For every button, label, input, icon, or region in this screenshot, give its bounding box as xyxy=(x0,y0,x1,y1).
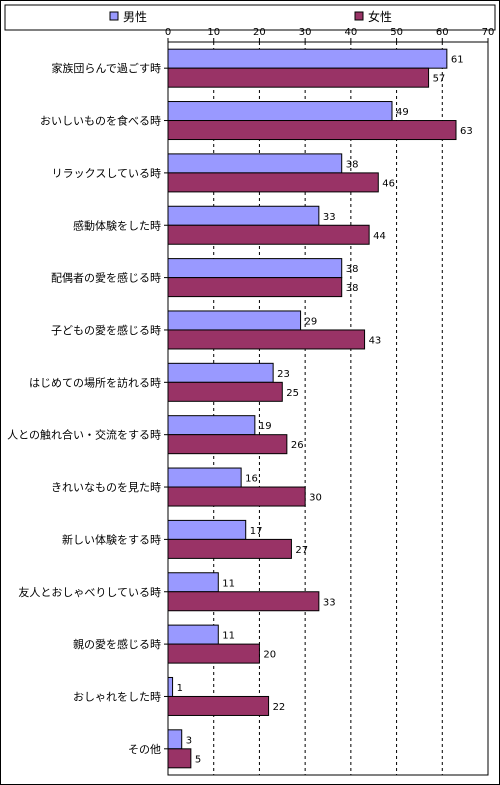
bar-male xyxy=(167,310,302,331)
legend-box xyxy=(4,4,496,31)
x-tick-label: 40 xyxy=(344,27,357,38)
data-label: 38 xyxy=(346,159,359,170)
legend-label-2: 女性 xyxy=(368,9,392,24)
bar-male xyxy=(167,205,320,226)
data-label: 25 xyxy=(286,388,299,399)
data-label: 44 xyxy=(373,231,386,242)
bar-male xyxy=(167,624,219,645)
data-label: 38 xyxy=(346,264,359,275)
bar-female xyxy=(167,381,283,402)
category-label: 子どもの愛を感じる時 xyxy=(51,324,161,337)
category-label: 感動体験をした時 xyxy=(73,218,161,232)
category-label: 配偶者の愛を感じる時 xyxy=(51,272,161,285)
plot-frame xyxy=(167,41,489,776)
category-label: おしゃれをした時 xyxy=(73,690,161,703)
category-label: 親の愛を感じる時 xyxy=(73,638,161,651)
bar-male xyxy=(167,729,183,750)
data-label: 1 xyxy=(177,683,183,694)
bar-female xyxy=(167,67,430,88)
data-label: 22 xyxy=(273,702,286,713)
bar-male xyxy=(167,415,256,436)
bar-male xyxy=(167,48,448,69)
bar-female xyxy=(167,538,292,559)
legend-swatch-1 xyxy=(109,11,119,21)
x-tick-label: 0 xyxy=(165,27,171,38)
bar-female xyxy=(167,486,306,507)
category-label: きれいなものを見た時 xyxy=(51,481,161,494)
bar-female xyxy=(167,748,192,769)
data-label: 3 xyxy=(186,735,192,746)
category-label: 新しい体験をする時 xyxy=(62,532,161,546)
bar-female xyxy=(167,695,270,716)
data-label: 63 xyxy=(460,126,473,137)
data-label: 61 xyxy=(451,55,464,66)
bar-male xyxy=(167,153,343,174)
bar-female xyxy=(167,434,288,455)
bar-female xyxy=(167,277,343,298)
category-label: はじめての場所を訪れる時 xyxy=(29,375,161,389)
x-tick-label: 60 xyxy=(436,27,449,38)
data-label: 11 xyxy=(222,631,235,642)
bar-male xyxy=(167,572,219,593)
data-label: 23 xyxy=(277,369,290,380)
bar-female xyxy=(167,591,320,612)
bar-male xyxy=(167,467,242,488)
data-label: 29 xyxy=(305,316,318,327)
category-label: 友人とおしゃべりしている時 xyxy=(18,585,161,599)
bar-female xyxy=(167,172,379,193)
data-label: 33 xyxy=(323,212,336,223)
bar-female xyxy=(167,120,457,141)
data-label: 57 xyxy=(433,74,446,85)
category-label: 家族団らんで過ごす時 xyxy=(51,61,161,75)
bar-male xyxy=(167,676,174,697)
data-label: 38 xyxy=(346,283,359,294)
bar-male xyxy=(167,101,393,122)
data-label: 19 xyxy=(259,421,272,432)
bar-female xyxy=(167,643,260,664)
bar-female xyxy=(167,224,370,245)
bar-female xyxy=(167,329,366,350)
category-label: 人との触れ合い・交流をする時 xyxy=(7,428,161,442)
category-label: その他 xyxy=(128,743,161,756)
data-label: 26 xyxy=(291,440,304,451)
category-label: おいしいものを食べる時 xyxy=(40,114,161,128)
data-label: 27 xyxy=(295,545,308,556)
x-tick-label: 50 xyxy=(390,27,403,38)
legend-swatch-2 xyxy=(354,11,364,21)
bar-male xyxy=(167,258,343,279)
legend-label-1: 男性 xyxy=(123,10,147,24)
data-label: 16 xyxy=(245,474,258,485)
data-label: 43 xyxy=(369,335,382,346)
legend: 男性 女性 xyxy=(4,4,496,31)
data-label: 33 xyxy=(323,597,336,608)
bar-male xyxy=(167,362,274,383)
bar-male xyxy=(167,519,247,540)
data-label: 11 xyxy=(222,578,235,589)
data-label: 30 xyxy=(309,493,322,504)
data-label: 49 xyxy=(396,107,409,118)
x-tick-label: 70 xyxy=(482,27,495,38)
plot-area: 0 10 20 30 40 50 60 70 家族団らんで過ごす時 61 57 おいしいものを食べる時… xyxy=(7,27,495,776)
data-label: 5 xyxy=(195,754,201,765)
x-tick-label: 10 xyxy=(207,27,220,38)
data-label: 20 xyxy=(263,650,276,661)
data-label: 17 xyxy=(250,526,263,537)
x-tick-label: 20 xyxy=(253,27,266,38)
data-label: 46 xyxy=(382,178,395,189)
category-label: リラックスしている時 xyxy=(52,167,161,180)
x-tick-label: 30 xyxy=(299,27,312,38)
